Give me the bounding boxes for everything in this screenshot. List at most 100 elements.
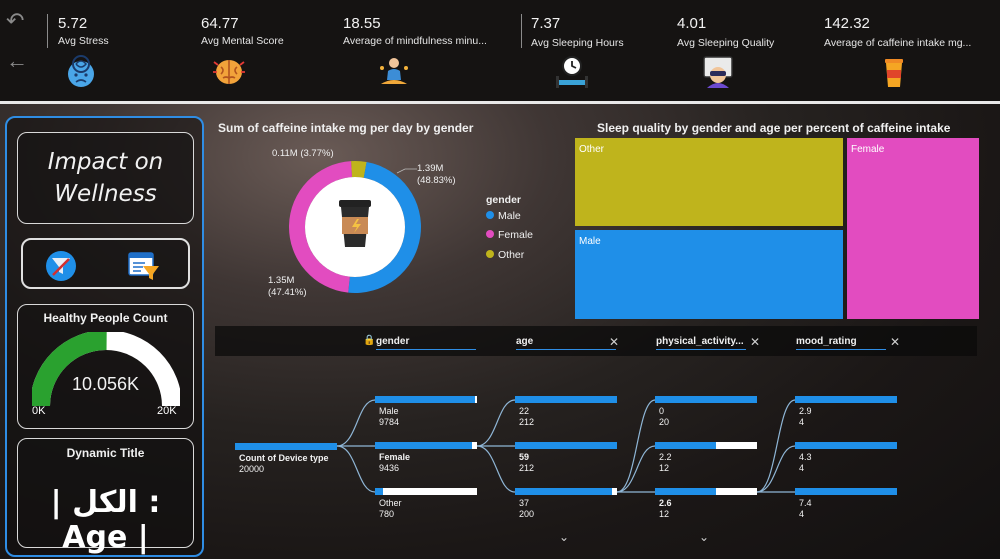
dynamic-prefix: | [50,485,62,520]
donut-leader-lines [396,168,417,174]
decomp-node-bar[interactable] [515,396,617,403]
back-arrow-icon[interactable]: ← [6,48,28,73]
donut-label-other: 0.11M (3.77%) [272,148,334,160]
decomp-node-bar[interactable] [655,396,757,403]
dynamic-text: الكل : Age | [62,485,161,555]
donut-other-pct: (3.77%) [300,148,334,159]
kpi-value-sleep-quality: 4.01 [677,15,707,32]
decomp-node-bar[interactable] [375,442,477,449]
legend-dot-female [486,230,494,238]
kpi-label-stress: Avg Stress [58,35,109,47]
dynamic-title-text: | الكل : Age | [18,485,193,555]
legend-label-male: Male [498,210,521,222]
decomp-header-age[interactable]: age [516,336,616,350]
decomp-node-bar[interactable] [795,442,897,449]
legend-dot-other [486,250,494,258]
decomp-node-label: 7.4 [799,498,812,508]
chevron-down-icon[interactable]: ⌄ [559,530,570,544]
kpi-label-caffeine: Average of caffeine intake mg... [824,37,972,49]
decomp-node-fill [375,488,384,495]
decomp-node-label: 59 [519,452,530,462]
donut-slice-male[interactable] [348,162,422,293]
undo-icon[interactable]: ↶ [6,8,25,33]
decomp-root-bar[interactable] [235,443,337,450]
decomp-connectors [336,399,796,493]
dynamic-title-label: Dynamic Title [66,446,145,460]
remove-age-icon[interactable]: ✕ [609,335,620,349]
decomp-node-bar[interactable] [655,442,757,449]
decomp-node-label: 0 [659,406,665,416]
decomp-node-fill [515,396,617,403]
decomp-root-fill [235,443,337,450]
filter-panel-icon[interactable] [127,250,161,282]
legend-item-male[interactable]: Male [486,210,521,222]
decomp-node-value: 12 [659,509,670,519]
decomp-header-physical[interactable]: physical_activity... [656,336,746,350]
treemap-tile-female[interactable]: Female [847,138,979,319]
decomp-header: 🔒 gender age ✕ physical_activity... ✕ mo… [215,326,977,356]
clear-filter-icon[interactable] [45,250,77,282]
header-divider [0,101,1000,104]
decomp-node-fill [795,396,897,403]
decomp-node-label: 22 [519,406,530,416]
treemap-tile-male[interactable]: Male [575,230,843,319]
remove-mood-icon[interactable]: ✕ [890,335,901,349]
remove-physical-icon[interactable]: ✕ [750,335,761,349]
decomp-node-bar[interactable] [515,488,617,495]
decomp-root-label: Count of Device type [239,453,329,463]
donut-female-pct: (47.41%) [268,287,307,298]
coffee-center-icon [339,200,371,247]
kpi-bar: ↶ ← 5.72 Avg Stress 64.77 Avg Mental Sco… [0,0,1000,102]
treemap-label-male: Male [579,236,601,247]
treemap-title: Sleep quality by gender and age per perc… [597,121,951,135]
brain-icon [213,60,245,84]
donut-label-male: 1.39M (48.83%) [417,163,456,187]
chevron-down-icon[interactable]: ⌄ [699,530,710,544]
decomp-node-bar[interactable] [375,396,477,403]
treemap-label-other: Other [579,144,605,155]
decomp-node-value: 212 [519,417,535,427]
decomp-node-label: Male [379,406,399,416]
donut-male-value: 1.39M [417,163,444,174]
decomp-node-label: 37 [519,498,530,508]
decomp-node-value: 212 [519,463,535,473]
decomp-node-bar[interactable] [795,488,897,495]
gauge-min: 0K [32,405,46,417]
decomp-node-bar[interactable] [375,488,477,495]
decomp-node-value: 4 [799,417,805,427]
decomp-node-bar[interactable] [515,442,617,449]
healthy-value: 10.056K [71,374,140,394]
kpi-separator [521,14,522,48]
decomp-node-value: 20 [659,417,670,427]
decomp-header-gender[interactable]: gender [376,336,476,350]
stressed-head-icon [68,55,94,87]
treemap-label-female: Female [851,144,885,155]
healthy-people-card: Healthy People Count 10.056K 0K 20K [17,304,194,429]
treemap-tile-other[interactable]: Other [575,138,843,226]
healthy-people-title: Healthy People Count [43,311,168,325]
decomp-node-fill [375,442,472,449]
kpi-value-sleep-hours: 7.37 [531,15,561,32]
impact-title-card: Impact on Wellness [17,132,194,224]
decomp-node-label: 2.6 [659,498,672,508]
decomp-node-bar[interactable] [655,488,757,495]
donut-slice-female[interactable] [288,161,353,293]
decomp-header-mood[interactable]: mood_rating [796,336,886,350]
legend-item-female[interactable]: Female [486,229,533,241]
decomp-node-value: 4 [799,463,805,473]
impact-title: Impact on Wellness [47,149,164,207]
kpi-label-mindfulness: Average of mindfulness minu... [343,35,487,47]
decomp-node-bar[interactable] [795,396,897,403]
meditation-icon [380,58,408,84]
donut-slice-other[interactable] [351,161,367,178]
kpi-value-mental-score: 64.77 [201,15,239,32]
kpi-value-mindfulness: 18.55 [343,15,381,32]
coffee-cup-icon [885,59,903,87]
gauge-max: 20K [157,405,177,417]
kpi-value-stress: 5.72 [58,15,88,32]
decomp-node-fill [655,442,717,449]
legend-item-other[interactable]: Other [486,249,524,261]
decomp-node-label: 2.9 [799,406,812,416]
action-buttons-card [21,238,190,289]
decomp-node-label: Other [379,498,402,508]
